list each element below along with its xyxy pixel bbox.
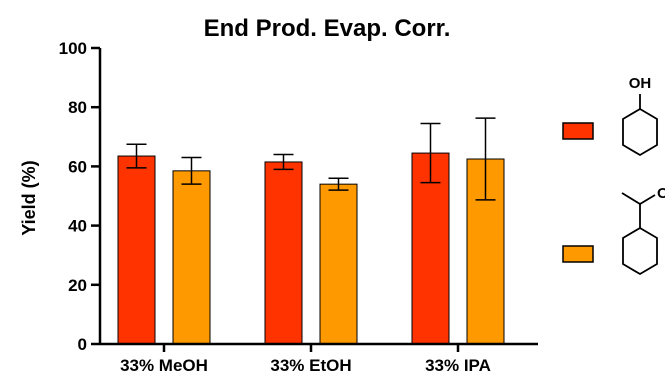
x-axis-labels: 33% MeOH 33% EtOH 33% IPA bbox=[120, 344, 491, 375]
bar bbox=[172, 170, 211, 345]
y-tick-label: 80 bbox=[68, 98, 87, 117]
y-axis-label: Yield (%) bbox=[19, 160, 39, 235]
legend-swatch-series-2 bbox=[562, 245, 594, 263]
x-tick-label: 33% IPA bbox=[425, 356, 491, 375]
cyclohexylethanol-structure-icon bbox=[621, 192, 658, 276]
bar bbox=[117, 155, 156, 345]
y-axis-ticks: 0 20 40 60 80 100 bbox=[59, 39, 100, 354]
bar bbox=[264, 161, 303, 345]
legend-label-series-2: OH bbox=[657, 185, 665, 202]
y-tick-label: 60 bbox=[68, 157, 87, 176]
bar-group bbox=[117, 152, 505, 345]
legend: OH OH bbox=[562, 75, 665, 276]
legend-swatch-series-1 bbox=[562, 122, 594, 140]
bar bbox=[319, 183, 358, 345]
x-tick-label: 33% MeOH bbox=[120, 356, 208, 375]
x-tick-label: 33% EtOH bbox=[270, 356, 351, 375]
y-tick-label: 0 bbox=[78, 335, 87, 354]
y-tick-label: 20 bbox=[68, 276, 87, 295]
chart-title: End Prod. Evap. Corr. bbox=[204, 15, 451, 42]
y-tick-label: 100 bbox=[59, 39, 87, 58]
legend-label-series-1: OH bbox=[629, 75, 652, 92]
error-bars bbox=[126, 117, 496, 201]
y-tick-label: 40 bbox=[68, 217, 87, 236]
cyclohexanol-structure-icon bbox=[622, 94, 658, 157]
